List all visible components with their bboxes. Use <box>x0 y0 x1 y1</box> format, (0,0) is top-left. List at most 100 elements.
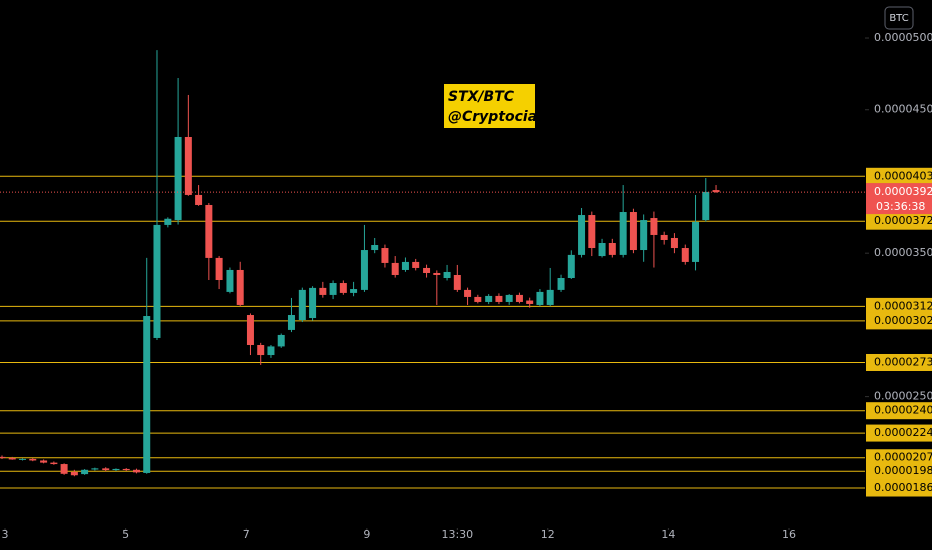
level-label-box <box>866 353 932 371</box>
level-label-box <box>866 167 932 185</box>
candle-body <box>122 468 130 471</box>
candle-body <box>309 287 317 319</box>
candle-body <box>681 248 689 262</box>
x-tick-label: 13:30 <box>441 528 473 541</box>
candle-body <box>143 316 151 473</box>
candle-body <box>350 289 358 293</box>
x-tick-label: 5 <box>122 528 129 541</box>
candle-body <box>640 220 648 251</box>
candle-body <box>298 289 306 321</box>
candle-body <box>91 468 99 470</box>
candle-body <box>412 261 420 268</box>
candle-body <box>608 243 616 255</box>
candle-body <box>712 190 720 193</box>
candle-body <box>267 346 275 356</box>
candle-body <box>485 295 493 302</box>
candle-body <box>567 254 575 279</box>
level-label: 0.00002246 <box>874 426 932 439</box>
candle-body <box>226 269 234 292</box>
candle-body <box>70 471 78 476</box>
level-label: 0.00004036 <box>874 169 932 182</box>
candle-body <box>505 294 513 302</box>
x-tick-label: 12 <box>541 528 555 541</box>
candle-body <box>578 215 586 255</box>
candle-body <box>257 344 265 356</box>
candle-body <box>246 315 254 345</box>
level-label: 0.00002074 <box>874 451 932 464</box>
candle-body <box>132 469 140 473</box>
level-label-box <box>866 297 932 315</box>
candle-body <box>526 300 534 304</box>
candle-body <box>629 212 637 251</box>
candle-body <box>443 271 451 279</box>
candle-body <box>660 234 668 240</box>
y-tick-label: 0.00002500 <box>874 390 932 403</box>
candle-body <box>277 334 285 347</box>
candle-body <box>339 283 347 293</box>
level-label-box <box>866 402 932 420</box>
candle-body <box>215 257 223 281</box>
candle-body <box>50 462 58 465</box>
candle-body <box>184 136 192 195</box>
currency-box[interactable] <box>884 6 914 30</box>
candle-body <box>495 295 503 302</box>
candle-body <box>619 212 627 255</box>
candle-body <box>287 315 295 330</box>
candle-body <box>515 294 523 302</box>
candle-body <box>60 464 68 474</box>
level-label: 0.00002402 <box>874 404 932 417</box>
last-price-label: 0.00003926 <box>874 185 932 198</box>
candle-body <box>153 224 161 338</box>
candle-body <box>650 218 658 235</box>
candle-body <box>464 289 472 297</box>
candle-body <box>702 191 710 221</box>
candle-body <box>164 218 172 225</box>
level-label: 0.00003723 <box>874 214 932 227</box>
candle-body <box>381 248 389 263</box>
level-label-box <box>866 449 932 467</box>
level-label: 0.00003129 <box>874 299 932 312</box>
candle-body <box>453 274 461 290</box>
candle-body <box>18 458 26 460</box>
level-label-box <box>866 212 932 230</box>
candle-body <box>557 278 565 290</box>
candle-body <box>40 460 48 463</box>
x-tick-label: 7 <box>243 528 250 541</box>
candle-body <box>598 243 606 257</box>
candle-body <box>391 262 399 275</box>
candle-body <box>0 456 6 459</box>
candle-body <box>588 215 596 249</box>
x-tick-label: 16 <box>782 528 796 541</box>
countdown-label: 03:36:38 <box>876 200 925 213</box>
level-label-box <box>866 424 932 442</box>
level-label-box <box>866 462 932 480</box>
candle-body <box>195 194 203 205</box>
candle-body <box>29 458 37 461</box>
candle-body <box>112 468 120 471</box>
candle-body <box>81 469 89 475</box>
candle-body <box>433 272 441 275</box>
annotation-line: STX/BTC <box>448 89 515 105</box>
candle-body <box>423 267 431 273</box>
candle-body <box>319 287 327 295</box>
candle-body <box>536 291 544 305</box>
candle-body <box>236 269 244 305</box>
candle-body <box>692 221 700 262</box>
x-tick-label: 14 <box>661 528 675 541</box>
candle-body <box>329 283 337 295</box>
level-label: 0.00003028 <box>874 314 932 327</box>
last-price-box <box>866 183 932 215</box>
candle-body <box>401 261 409 270</box>
candle-body <box>8 458 16 460</box>
x-tick-label: 3 <box>2 528 9 541</box>
level-label-box <box>866 312 932 330</box>
currency-label[interactable]: BTC <box>889 13 908 24</box>
candle-body <box>205 204 213 258</box>
candle-body <box>360 250 368 290</box>
candle-body <box>670 237 678 249</box>
